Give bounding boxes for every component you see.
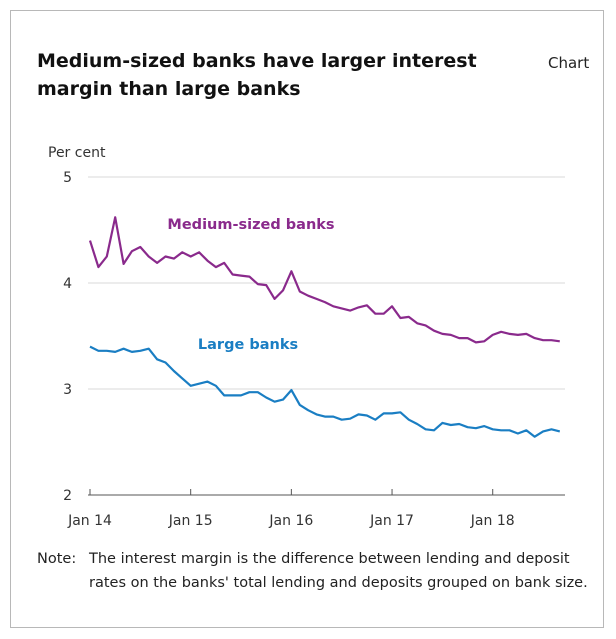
x-tick-label: Jan 17: [369, 513, 414, 529]
series-line-medium-sized-banks: [88, 216, 560, 344]
series-label-large-banks: Large banks: [198, 337, 298, 353]
series-label-medium-sized-banks: Medium-sized banks: [167, 217, 334, 233]
chart-note: Note: The interest margin is the differe…: [37, 547, 597, 595]
x-tick-label: Jan 15: [168, 513, 213, 529]
y-tick-label: 2: [63, 488, 72, 504]
note-text: The interest margin is the difference be…: [89, 551, 588, 591]
x-tick-label: Jan 18: [470, 513, 515, 529]
chart-title: Medium-sized banks have larger interest …: [37, 50, 477, 100]
x-tick-label: Jan 14: [67, 513, 112, 529]
y-axis-unit-label: Per cent: [48, 145, 106, 161]
note-label: Note:: [37, 551, 77, 567]
x-tick-label: Jan 16: [268, 513, 313, 529]
series-line-large-banks: [89, 345, 561, 438]
y-tick-label: 3: [63, 382, 72, 398]
y-tick-label: 5: [63, 170, 72, 186]
y-tick-label: 4: [63, 276, 72, 292]
chart-tag: Chart: [548, 54, 590, 72]
chart-frame: [10, 10, 604, 628]
